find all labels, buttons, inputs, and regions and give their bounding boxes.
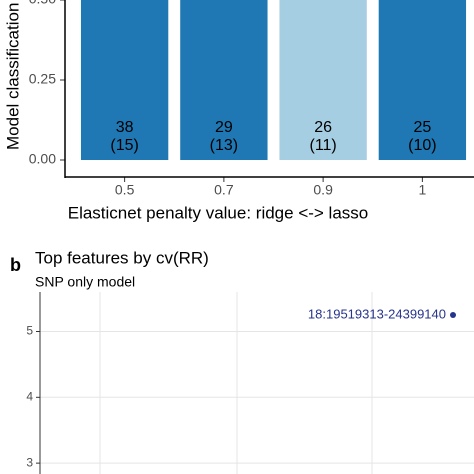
bar-label: (11) xyxy=(309,137,336,154)
bar-label: 25 xyxy=(413,119,431,136)
y-tick-label: 0.50 xyxy=(29,0,56,7)
x-tick-label: 0.7 xyxy=(214,182,234,198)
bar-label: 26 xyxy=(314,119,332,136)
bar xyxy=(378,0,467,160)
panel-label: b xyxy=(10,255,21,275)
x-tick-label: 0.5 xyxy=(115,182,135,198)
point-label: 18:19519313-24399140 xyxy=(308,306,446,321)
x-axis-label: Elasticnet penalty value: ridge <-> lass… xyxy=(68,203,369,222)
chart-subtitle: SNP only model xyxy=(35,274,135,290)
bar-label: (15) xyxy=(110,137,138,154)
y-tick-label: 3 xyxy=(26,455,33,469)
y-tick-label: 4 xyxy=(26,389,33,403)
bar xyxy=(80,0,169,160)
y-tick-label: 0.25 xyxy=(29,71,56,87)
x-tick-label: 1 xyxy=(418,182,426,198)
x-tick-label: 0.9 xyxy=(313,182,333,198)
bar-label: 38 xyxy=(116,119,134,136)
bar-label: 29 xyxy=(215,119,233,136)
bar xyxy=(180,0,268,160)
bar xyxy=(279,0,367,160)
plot-background xyxy=(40,292,474,474)
y-tick-label: 5 xyxy=(26,324,33,338)
y-axis-label: Model classification xyxy=(3,3,22,150)
y-tick-label: 0.00 xyxy=(29,151,56,167)
bar-label: (13) xyxy=(210,137,238,154)
point xyxy=(450,312,456,319)
bar-label: (10) xyxy=(408,137,436,154)
chart-title: Top features by cv(RR) xyxy=(35,248,209,267)
